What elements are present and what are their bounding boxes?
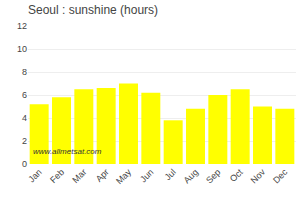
svg-text:Apr: Apr xyxy=(94,167,111,184)
svg-text:6: 6 xyxy=(22,90,27,100)
svg-text:10: 10 xyxy=(17,44,27,54)
svg-text:Seoul : sunshine (hours): Seoul : sunshine (hours) xyxy=(28,3,158,17)
svg-text:Oct: Oct xyxy=(228,167,245,184)
svg-text:www.allmetsat.com: www.allmetsat.com xyxy=(33,147,102,156)
svg-text:Sep: Sep xyxy=(204,167,222,185)
svg-text:8: 8 xyxy=(22,67,27,77)
svg-text:4: 4 xyxy=(22,113,27,123)
svg-text:May: May xyxy=(114,167,133,186)
svg-text:Nov: Nov xyxy=(249,167,268,186)
svg-text:Feb: Feb xyxy=(48,167,66,185)
svg-text:Aug: Aug xyxy=(182,167,200,185)
svg-text:2: 2 xyxy=(22,136,27,146)
svg-text:Jun: Jun xyxy=(138,167,155,184)
svg-text:Dec: Dec xyxy=(271,167,290,186)
svg-text:12: 12 xyxy=(17,21,27,31)
svg-text:Jan: Jan xyxy=(26,167,43,184)
svg-text:0: 0 xyxy=(22,159,27,169)
svg-text:Mar: Mar xyxy=(70,167,88,185)
svg-text:Jul: Jul xyxy=(163,167,178,182)
